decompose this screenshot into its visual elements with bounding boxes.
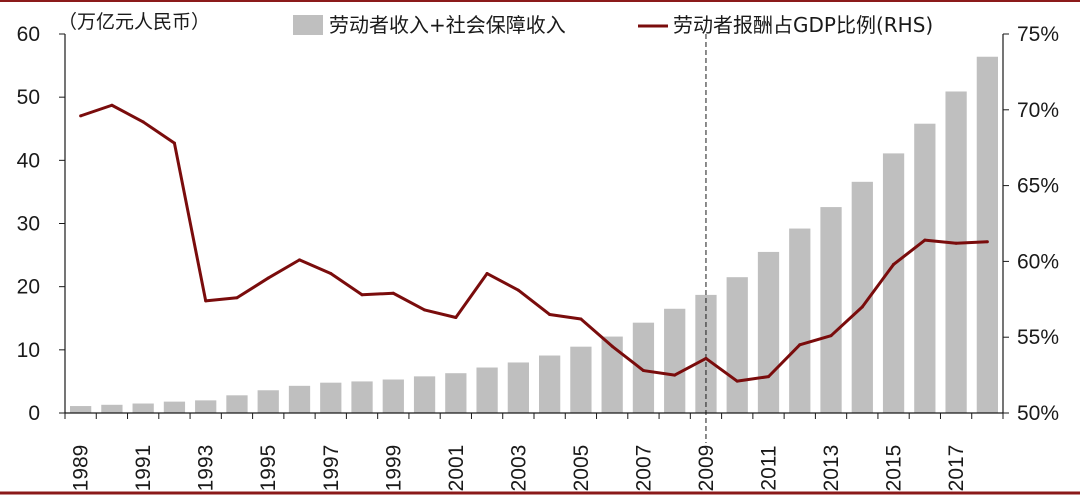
right-tick-label-70pct: 70% <box>1017 99 1059 122</box>
bar-2011 <box>757 251 780 413</box>
bar-1994 <box>226 395 248 413</box>
legend-swatch-bar <box>293 15 323 35</box>
left-tick-label-60: 60 <box>17 23 40 46</box>
bar-2001 <box>445 373 467 413</box>
line-point-2006 <box>610 344 614 348</box>
bar-1996 <box>288 385 311 413</box>
line-point-2004 <box>548 312 552 316</box>
line-point-2015 <box>892 262 896 266</box>
x-tick-label-2003: 2003 <box>507 445 530 492</box>
x-tick-label-2007: 2007 <box>632 445 655 492</box>
line-point-2007 <box>641 369 645 373</box>
line-point-2005 <box>579 317 583 321</box>
x-tick-label-2013: 2013 <box>820 445 843 492</box>
line-point-1992 <box>172 141 176 145</box>
bar-2009 <box>695 294 717 413</box>
x-tick-label-1989: 1989 <box>70 445 93 492</box>
bar-2000 <box>413 376 436 413</box>
x-tick-label-1999: 1999 <box>382 445 405 492</box>
line-point-2016 <box>923 238 927 242</box>
bar-2007 <box>632 322 655 413</box>
line-point-2009 <box>704 356 708 360</box>
line-point-1998 <box>360 293 364 297</box>
left-tick-label-40: 40 <box>17 149 40 172</box>
legend: 劳动者收入+社会保障收入 劳动者报酬占GDP比例(RHS) <box>293 13 933 37</box>
line-point-1990 <box>110 103 114 107</box>
bar-1989 <box>70 406 92 413</box>
legend-label-line: 劳动者报酬占GDP比例(RHS) <box>673 13 933 37</box>
bar-2015 <box>882 153 905 413</box>
line-point-2000 <box>423 308 427 312</box>
bar-2005 <box>570 346 592 413</box>
x-tick-label-1997: 1997 <box>320 445 343 492</box>
bar-2006 <box>601 336 623 413</box>
line-point-2017 <box>954 241 958 245</box>
line-point-1991 <box>141 120 145 124</box>
line-point-2002 <box>485 272 489 276</box>
x-tick-label-2001: 2001 <box>445 445 468 492</box>
x-tick-label-2017: 2017 <box>945 445 968 492</box>
x-tick-label-2011: 2011 <box>758 445 781 490</box>
left-tick-label-20: 20 <box>17 276 40 299</box>
bar-1999 <box>382 379 404 413</box>
x-tick-label-2005: 2005 <box>570 445 593 492</box>
line-point-1994 <box>235 296 239 300</box>
left-tick-label-10: 10 <box>17 339 40 362</box>
line-point-2011 <box>767 375 770 379</box>
line-point-1997 <box>329 272 333 276</box>
left-tick-label-0: 0 <box>28 402 40 425</box>
bar-1992 <box>163 401 186 413</box>
line-series-labor-share <box>80 103 988 383</box>
bar-2002 <box>476 367 498 413</box>
right-tick-label-60pct: 60% <box>1017 250 1059 273</box>
bar-1993 <box>195 400 217 413</box>
bar-2010 <box>726 277 748 413</box>
bar-1995 <box>257 390 279 413</box>
left-tick-label-30: 30 <box>17 213 40 236</box>
right-tick-label-65pct: 65% <box>1017 175 1059 198</box>
bar-1997 <box>320 382 342 413</box>
line-point-1999 <box>391 291 395 295</box>
axes: 0 10 20 30 40 50 60 50% 55% 60% 65% 70% 75% 1989 1991 1… <box>17 23 1059 491</box>
line-point-2010 <box>735 379 739 383</box>
right-tick-label-50pct: 50% <box>1017 402 1059 425</box>
line-point-2014 <box>860 305 864 309</box>
line-point-2012 <box>798 343 802 347</box>
left-axis-unit-label: （万亿元人民币） <box>58 11 210 33</box>
x-tick-label-2009: 2009 <box>695 445 718 492</box>
left-tick-label-50: 50 <box>17 86 40 109</box>
line-point-1996 <box>298 258 301 262</box>
line-point-1995 <box>266 276 270 280</box>
bar-2004 <box>539 355 561 413</box>
bar-1990 <box>101 404 123 413</box>
bar-2017 <box>945 91 967 413</box>
bar-2013 <box>820 207 842 413</box>
line-point-2003 <box>516 288 520 292</box>
line-point-2001 <box>454 315 458 319</box>
x-tick-label-1995: 1995 <box>257 445 280 492</box>
bar-1991 <box>132 403 154 413</box>
bar-2003 <box>507 362 529 413</box>
bar-2014 <box>851 181 873 413</box>
x-tick-label-1993: 1993 <box>195 445 218 492</box>
line-point-2008 <box>673 373 677 377</box>
bar-2018 <box>976 56 998 414</box>
bar-1998 <box>351 381 373 413</box>
plot-area <box>70 34 998 443</box>
line-point-1993 <box>204 299 208 303</box>
right-tick-label-55pct: 55% <box>1017 326 1059 349</box>
right-tick-label-75pct: 75% <box>1017 23 1059 46</box>
line-point-1989 <box>79 114 83 118</box>
bar-2008 <box>664 308 686 413</box>
x-tick-label-2015: 2015 <box>883 445 906 492</box>
line-point-2013 <box>829 334 833 338</box>
x-tick-label-1991: 1991 <box>132 445 155 492</box>
legend-label-bar: 劳动者收入+社会保障收入 <box>329 13 566 37</box>
line-point-2018 <box>985 240 989 244</box>
bar-2016 <box>914 123 936 413</box>
bar-2012 <box>789 228 811 413</box>
